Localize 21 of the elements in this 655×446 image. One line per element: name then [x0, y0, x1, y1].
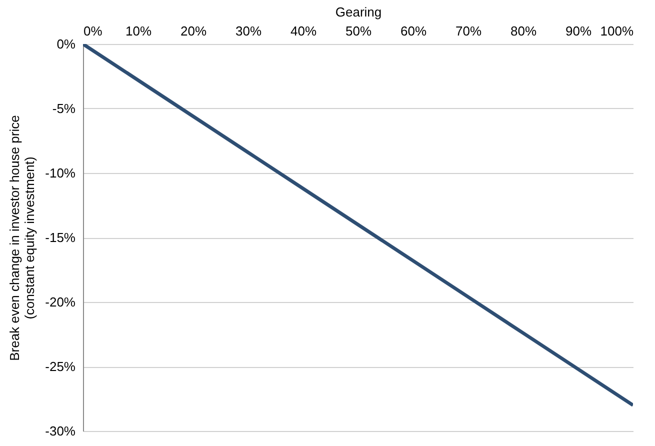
y-tick-label: -5% — [52, 101, 76, 116]
x-tick-label: 80% — [510, 24, 537, 38]
x-tick-label: 30% — [235, 24, 262, 38]
x-tick-label: 100% — [600, 24, 634, 38]
y-tick-label: -20% — [45, 294, 76, 310]
y-tick-label: -15% — [45, 230, 76, 245]
y-tick-label: -25% — [45, 359, 76, 374]
x-tick-label: 10% — [125, 24, 152, 38]
y-axis-title: Break even change in investor house price (constant equity investment) — [7, 115, 38, 361]
x-tick-label: 60% — [400, 24, 427, 38]
x-axis-title: Gearing — [335, 4, 382, 20]
x-tick-label: 50% — [345, 24, 372, 38]
y-tick-label: -30% — [45, 424, 76, 438]
x-tick-label: 20% — [180, 24, 207, 38]
y-tick-label: 0% — [56, 36, 76, 52]
x-tick-label: 40% — [290, 24, 317, 38]
x-tick-label: 90% — [565, 24, 592, 38]
x-tick-label: 0% — [84, 24, 103, 38]
y-tick-label: -10% — [45, 166, 76, 180]
line-series — [83, 44, 633, 407]
x-tick-label: 70% — [455, 24, 482, 38]
